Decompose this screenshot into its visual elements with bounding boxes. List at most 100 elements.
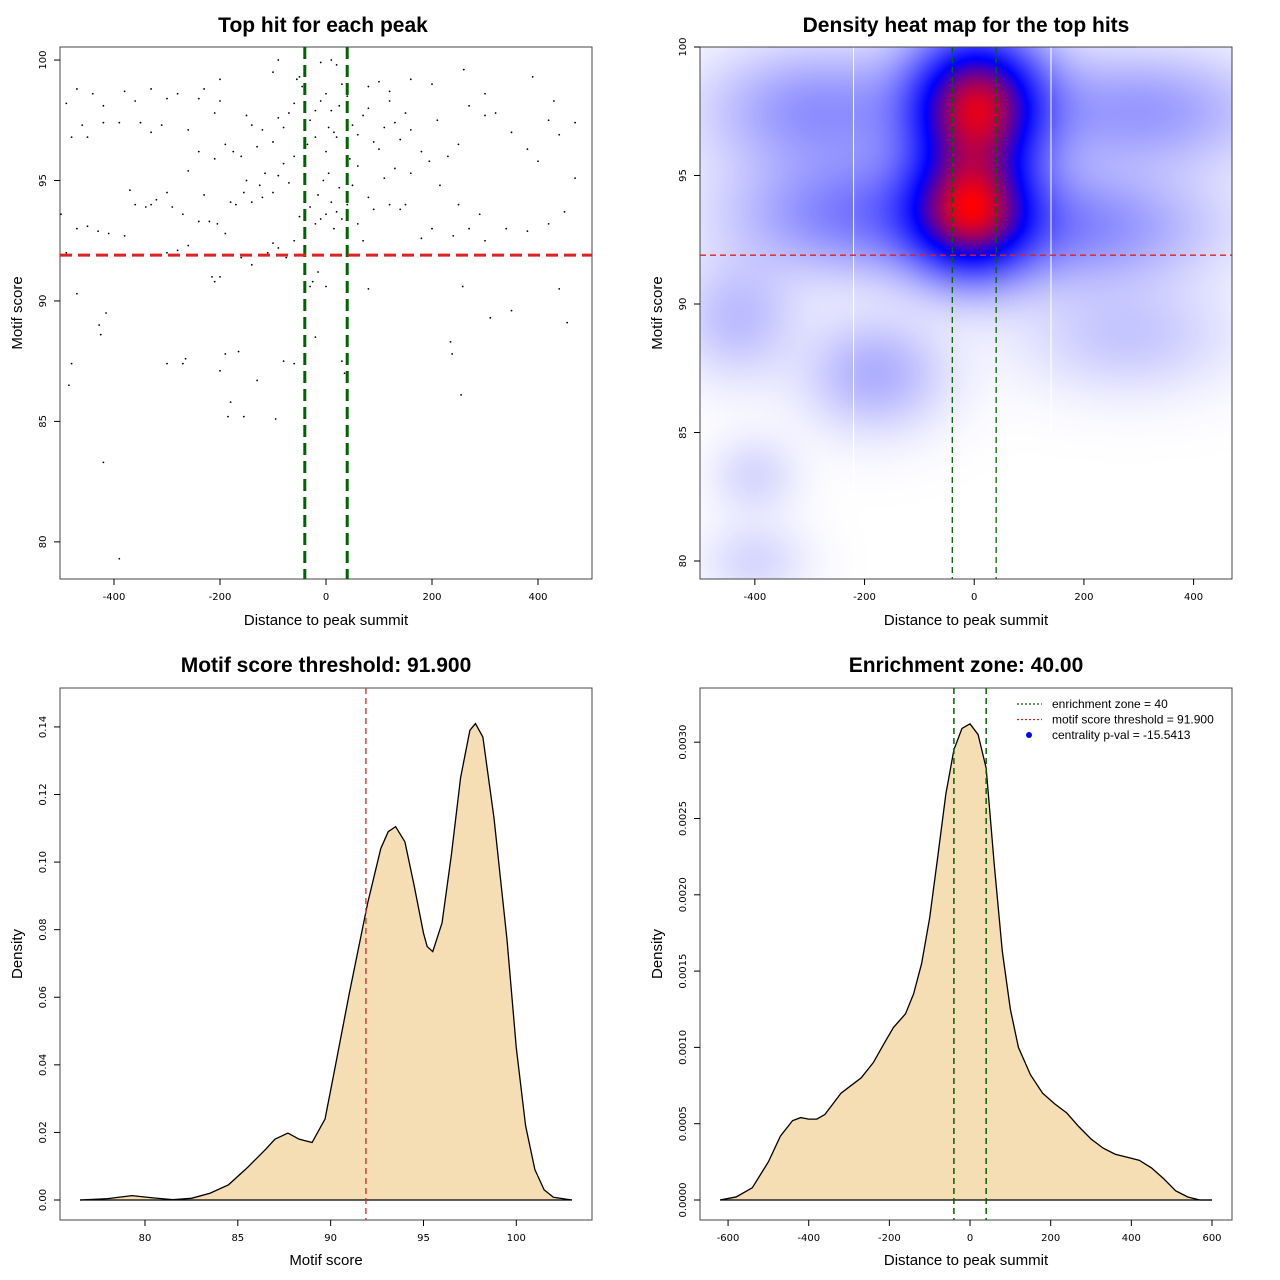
heatmap-y-label: Motif score <box>649 276 666 349</box>
legend-entry-label: enrichment zone = 40 <box>1052 697 1168 711</box>
scatter-point <box>155 198 158 201</box>
scatter-point <box>314 136 317 139</box>
scatter-point <box>264 172 266 175</box>
scatter-point <box>553 100 555 102</box>
scatter-point <box>139 121 142 124</box>
scatter-point <box>439 184 441 187</box>
scatter-reference-lines <box>60 47 592 579</box>
scatter-point <box>105 312 107 314</box>
scatter-point <box>203 194 206 196</box>
scatter-point <box>293 362 296 365</box>
heatmap-title: Density heat map for the top hits <box>803 14 1130 37</box>
scatter-point <box>213 157 216 160</box>
score-density-y-tick-label: 0.14 <box>38 716 49 738</box>
scatter-point <box>558 288 561 290</box>
scatter-point <box>150 88 153 90</box>
scatter-point <box>256 379 258 382</box>
scatter-point <box>563 210 566 213</box>
scatter-point <box>484 92 486 95</box>
scatter-point <box>388 203 391 206</box>
score-density-y-tick-label: 0.08 <box>38 919 49 941</box>
scatter-point <box>166 97 168 100</box>
scatter-point <box>447 155 449 158</box>
scatter-point <box>272 242 274 245</box>
scatter-point <box>325 150 327 153</box>
scatter-point <box>325 213 327 216</box>
score-density-area <box>79 722 573 1201</box>
scatter-point <box>420 237 423 240</box>
distance-density-x-tick-label: 600 <box>1202 1233 1221 1244</box>
score-density-panel: Motif score threshold: 91.900 80 85 90 95 10… <box>9 654 593 1269</box>
scatter-point <box>171 206 174 208</box>
scatter-point <box>341 83 343 86</box>
scatter-point <box>343 372 346 375</box>
scatter-point <box>409 172 412 175</box>
scatter-point <box>187 169 190 172</box>
scatter-point <box>272 71 274 73</box>
scatter-point <box>229 201 232 204</box>
scatter-point <box>298 76 301 78</box>
scatter-point <box>394 121 396 124</box>
score-density-y-label: Density <box>9 928 26 979</box>
scatter-point <box>134 100 137 102</box>
scatter-point <box>457 143 460 146</box>
scatter-point <box>184 357 187 360</box>
scatter-point <box>451 353 454 355</box>
score-density-x-tick-label: 95 <box>417 1233 430 1244</box>
legend-entry-label: centrality p-val = -15.5413 <box>1052 728 1191 742</box>
scatter-point <box>462 68 465 71</box>
scatter-point <box>266 251 269 254</box>
score-density-y-tick-label: 0.02 <box>38 1121 49 1143</box>
distance-density-x-tick-label: 0 <box>967 1233 973 1244</box>
scatter-point <box>282 126 285 129</box>
scatter-point <box>362 239 364 242</box>
scatter-y-tick-label: 80 <box>38 535 49 548</box>
scatter-point <box>314 109 317 112</box>
scatter-point <box>335 136 338 139</box>
scatter-plot-box <box>59 46 593 580</box>
scatter-point <box>261 129 264 131</box>
distance-density-x-tick-label: -400 <box>797 1233 820 1244</box>
scatter-point <box>356 133 359 136</box>
scatter-point <box>526 148 529 151</box>
scatter-point <box>319 218 322 220</box>
scatter-point <box>60 213 62 216</box>
scatter-point <box>367 107 370 110</box>
scatter-point <box>367 196 370 199</box>
scatter-x-tick-label: -400 <box>103 592 126 603</box>
scatter-point <box>547 222 550 225</box>
scatter-point <box>197 150 200 153</box>
scatter-point <box>574 177 576 179</box>
scatter-point <box>309 206 311 208</box>
heatmap-grid-lines <box>853 47 1052 579</box>
distance-density-x-tick-label: 200 <box>1041 1233 1060 1244</box>
scatter-point <box>338 186 341 189</box>
heatmap-x-tick-label: 400 <box>1184 592 1203 603</box>
scatter-point <box>489 316 492 319</box>
scatter-point <box>219 369 221 372</box>
scatter-points <box>60 59 576 560</box>
heatmap-x-axis: -400 -200 0 200 400 <box>743 579 1203 603</box>
scatter-point <box>327 172 330 175</box>
heatmap-x-label: Distance to peak summit <box>884 612 1049 629</box>
scatter-panel: Top hit for each peak -400 -200 0 200 400 80… <box>9 14 593 629</box>
scatter-point <box>187 244 190 247</box>
heatmap-plot-box <box>699 46 1233 580</box>
score-density-y-axis: 0.00 0.02 0.04 0.06 0.08 0.10 0.12 0.14 <box>38 716 60 1211</box>
scatter-point <box>378 80 380 83</box>
distance-density-panel: Enrichment zone: 40.00 -600 -400 -200 0 200 4… <box>649 654 1233 1269</box>
distance-density-x-label: Distance to peak summit <box>884 1252 1049 1269</box>
scatter-point <box>452 235 455 237</box>
scatter-point <box>335 63 338 66</box>
scatter-point <box>224 143 227 146</box>
distance-density-area <box>719 723 1212 1201</box>
scatter-point <box>288 182 290 184</box>
scatter-x-tick-label: -200 <box>209 592 232 603</box>
scatter-point <box>213 112 216 114</box>
scatter-point <box>123 90 126 93</box>
scatter-point <box>102 461 105 464</box>
scatter-point <box>98 324 101 326</box>
scatter-point <box>272 191 274 194</box>
scatter-point <box>431 83 433 86</box>
